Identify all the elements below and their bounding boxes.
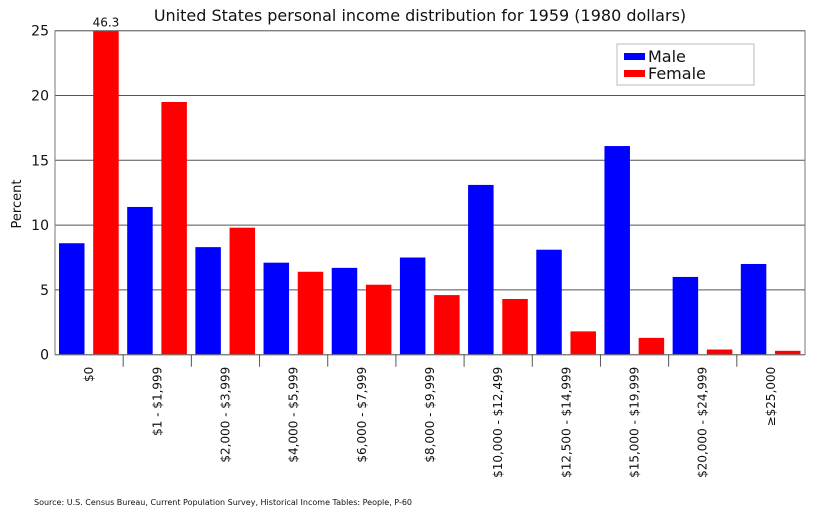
legend-label-female: Female: [648, 64, 706, 83]
x-tick-label: $12,500 - $14,999: [559, 367, 573, 478]
bars: [59, 30, 801, 355]
bar-female: [297, 271, 324, 355]
data-label: 46.3: [93, 16, 120, 30]
y-tick-label: 15: [31, 153, 49, 169]
x-ticks: $0 $1 - $1,999 $2,000 - $3,999 $4,000 - $5,…: [82, 354, 778, 478]
bar-male: [331, 267, 358, 355]
bar-female: [93, 30, 119, 355]
bar-female: [570, 331, 596, 355]
legend-swatch-male: [624, 53, 645, 60]
bar-male: [59, 243, 85, 355]
x-tick-label: $4,000 - $5,999: [287, 367, 301, 463]
bar-female: [229, 227, 256, 355]
plot-frame: [54, 30, 806, 356]
annotations: 46.3: [93, 16, 120, 30]
y-tick-label: 5: [40, 283, 49, 299]
bar-female: [775, 350, 801, 355]
bar-female: [434, 295, 460, 355]
bar-male: [399, 257, 426, 355]
bar-female: [365, 284, 392, 355]
bar-female: [502, 298, 528, 355]
legend-label-male: Male: [648, 47, 686, 66]
y-tick-label: 10: [31, 218, 49, 234]
bar-female: [706, 349, 733, 355]
bar-male: [740, 263, 767, 355]
x-tick-label: $6,000 - $7,999: [355, 367, 369, 463]
y-axis-label: Percent: [10, 180, 25, 229]
x-tick-label: $10,000 - $12,499: [491, 367, 505, 478]
x-tick-label: $15,000 - $19,999: [628, 367, 642, 478]
bar-male: [468, 184, 494, 355]
x-tick-label: ≥$25,000: [764, 367, 778, 427]
bar-male: [672, 276, 699, 355]
chart-title: United States personal income distributi…: [154, 6, 686, 25]
bar-male: [127, 206, 153, 355]
bar-male: [195, 247, 221, 355]
x-tick-label: $0: [82, 367, 96, 382]
y-tick-label: 25: [31, 24, 49, 40]
y-tick-label: 20: [31, 89, 49, 105]
x-tick-label: $8,000 - $9,999: [423, 367, 437, 463]
legend-swatch-female: [624, 70, 645, 77]
bar-male: [263, 262, 290, 355]
bar-male: [536, 249, 562, 355]
legend-box: [616, 43, 755, 86]
bar-male: [604, 146, 630, 355]
y-tick-label: 0: [40, 348, 49, 364]
bar-female: [161, 101, 187, 355]
legend: Male Female: [616, 43, 755, 86]
x-tick-label: $2,000 - $3,999: [218, 367, 232, 463]
source-note: Source: U.S. Census Bureau, Current Popu…: [34, 498, 412, 507]
x-tick-label: $1 - $1,999: [150, 367, 164, 436]
x-tick-label: $20,000 - $24,999: [696, 367, 710, 478]
y-ticks: 0 5 10 15 20 25: [31, 24, 49, 364]
bar-female: [638, 337, 665, 355]
